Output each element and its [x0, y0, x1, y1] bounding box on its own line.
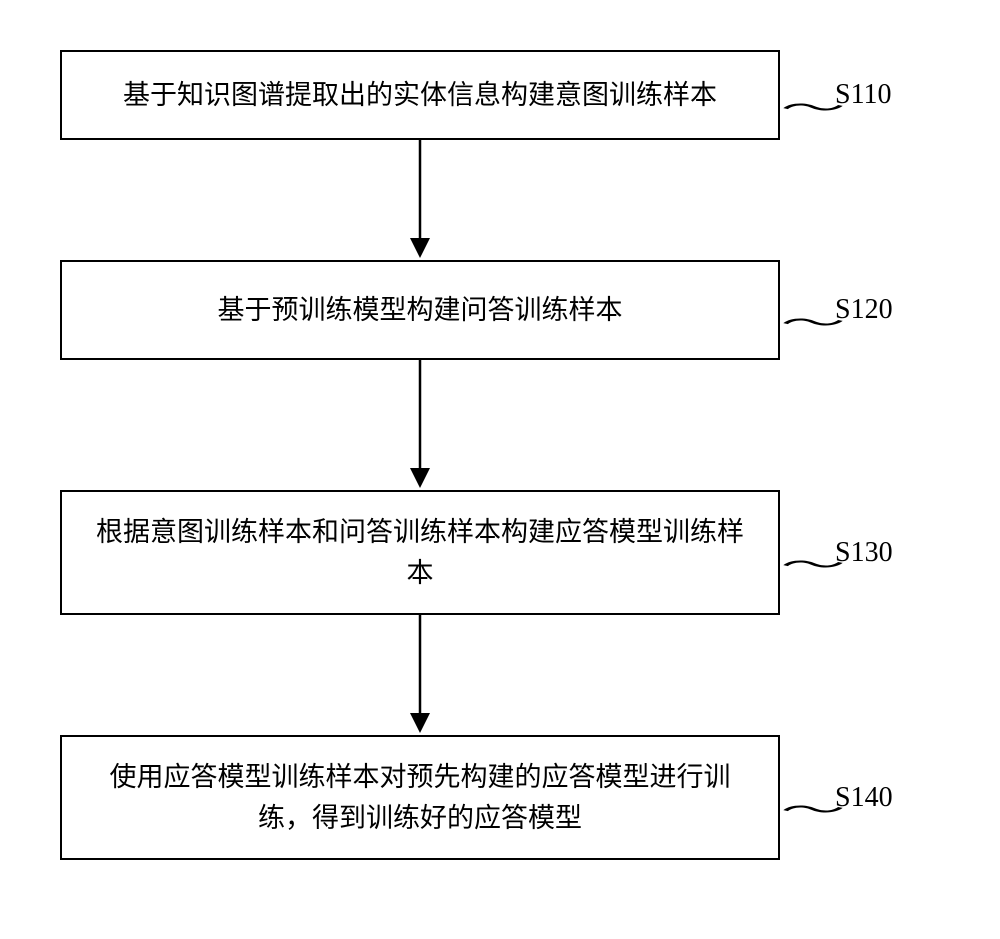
step-text-1: 基于知识图谱提取出的实体信息构建意图训练样本 [123, 75, 717, 116]
step-box-2: 基于预训练模型构建问答训练样本 [60, 260, 780, 360]
connector-tilde-2: 〜 [781, 303, 846, 339]
arrow-down-icon [400, 140, 440, 260]
arrow-3 [60, 615, 780, 735]
step-text-3: 根据意图训练样本和问答训练样本构建应答模型训练样本 [92, 512, 748, 593]
step-row-4: 使用应答模型训练样本对预先构建的应答模型进行训练，得到训练好的应答模型 〜 S1… [60, 735, 940, 860]
flowchart-container: 基于知识图谱提取出的实体信息构建意图训练样本 〜 S110 基于预训练模型构建问… [60, 50, 940, 860]
arrow-2 [60, 360, 780, 490]
step-box-3: 根据意图训练样本和问答训练样本构建应答模型训练样本 [60, 490, 780, 615]
arrow-down-icon [400, 615, 440, 735]
connector-tilde-3: 〜 [781, 545, 846, 581]
connector-tilde-1: 〜 [781, 88, 846, 124]
step-row-3: 根据意图训练样本和问答训练样本构建应答模型训练样本 〜 S130 [60, 490, 940, 615]
arrow-down-icon [400, 360, 440, 490]
step-row-1: 基于知识图谱提取出的实体信息构建意图训练样本 〜 S110 [60, 50, 940, 140]
step-text-2: 基于预训练模型构建问答训练样本 [218, 290, 623, 331]
arrow-1 [60, 140, 780, 260]
step-box-1: 基于知识图谱提取出的实体信息构建意图训练样本 [60, 50, 780, 140]
step-row-2: 基于预训练模型构建问答训练样本 〜 S120 [60, 260, 940, 360]
step-box-4: 使用应答模型训练样本对预先构建的应答模型进行训练，得到训练好的应答模型 [60, 735, 780, 860]
step-text-4: 使用应答模型训练样本对预先构建的应答模型进行训练，得到训练好的应答模型 [92, 757, 748, 838]
connector-tilde-4: 〜 [781, 790, 846, 826]
